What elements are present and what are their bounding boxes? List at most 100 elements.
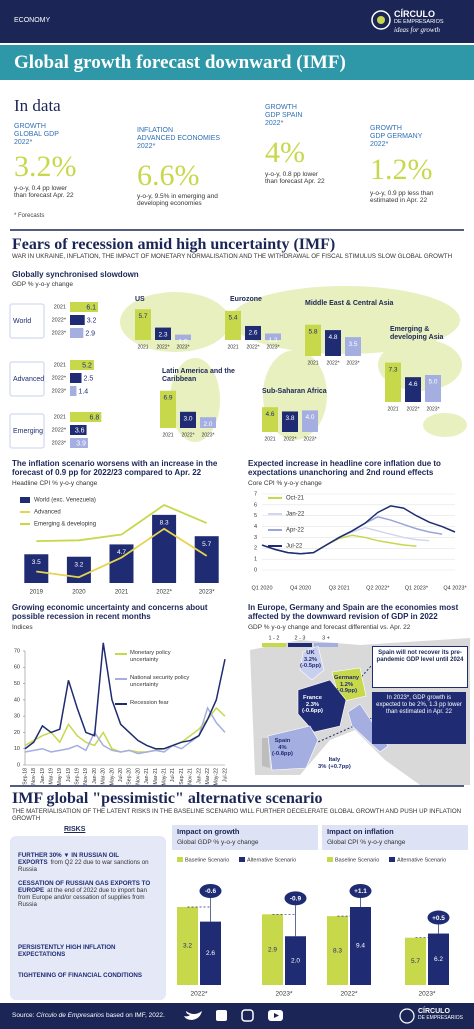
value-label: 3.2 <box>74 561 83 568</box>
risk-text: at the end of 2022 due to import ban fro… <box>18 887 147 909</box>
value-label: 6.8 <box>90 414 100 421</box>
logo-name: CÍRCULO <box>394 9 435 19</box>
legend-label: Emerging & developing <box>34 522 96 528</box>
country <box>267 725 319 771</box>
chart-title: Expected increase in headline core infla… <box>248 459 441 478</box>
legend-swatch <box>20 497 30 503</box>
region-label: Eurozone <box>230 296 262 303</box>
x-tick-label: Nov-20 <box>135 768 141 785</box>
year-label: 2022* <box>246 344 259 350</box>
bar <box>385 362 401 402</box>
risk-title: FURTHER 30% ▼ IN RUSSIAN OIL EXPORTS <box>18 852 119 867</box>
legend-swatch <box>389 857 395 862</box>
legend-swatch <box>314 643 338 647</box>
value-label: 4.7 <box>117 549 126 556</box>
year-label: 2021 <box>162 432 173 438</box>
group-label: World <box>13 318 31 325</box>
value-label: 2.5 <box>84 375 94 382</box>
bar <box>135 309 151 340</box>
y-tick-label: 0 <box>254 567 257 573</box>
x-tick-label: Jan-19 <box>40 768 46 784</box>
logo-tagline: ideas for growth <box>394 26 441 34</box>
value-label: 3.8 <box>285 415 294 422</box>
difference-badge <box>349 884 372 898</box>
year-label: 2022* <box>406 406 419 412</box>
x-tick-label: Q2 2022* <box>366 585 390 591</box>
country <box>297 679 347 733</box>
difference-badge <box>427 910 450 925</box>
year-label: 2022* <box>52 317 67 323</box>
country-diff: (-0.9pp) <box>336 688 358 695</box>
legend-label: 2 - 3 <box>294 635 305 641</box>
bar <box>265 333 281 340</box>
x-tick-label: Sep-18 <box>22 768 28 785</box>
bar <box>70 425 87 435</box>
group-box <box>9 303 45 339</box>
country-value: 2.3% <box>305 701 320 708</box>
bar <box>285 936 306 985</box>
group-label: Emerging <box>13 428 43 435</box>
year-label: 2023* <box>266 344 279 350</box>
section-heading: IMF global "pessimistic" alternative sce… <box>12 790 323 807</box>
y-tick-label: 60 <box>14 665 20 671</box>
country-value: 3% <box>318 763 327 770</box>
bar <box>282 411 298 432</box>
x-tick-label: Mar-19 <box>48 768 54 785</box>
legend-label: Monetary policy uncertainty <box>130 650 171 663</box>
bar <box>405 377 421 402</box>
x-tick-label: Jul-22 <box>222 768 228 782</box>
value-label: 1.4 <box>78 388 88 395</box>
line <box>36 527 208 579</box>
kpi-value: 3.2% <box>14 150 77 183</box>
kpi-note: y-o-y, 0.4 pp lower than forecast Apr. 2… <box>14 185 74 200</box>
value-label: 7.3 <box>388 366 397 373</box>
risk-item: FURTHER 30% ▼ IN RUSSIAN OIL EXPORTS from… <box>18 852 160 873</box>
year-label: 2021 <box>137 344 148 350</box>
country-value: 1.2% <box>339 681 354 688</box>
kpi-value: 4% <box>265 136 305 169</box>
value-label: 1.2 <box>268 337 277 344</box>
x-tick-label: Jan-22 <box>196 768 202 784</box>
logo-name: CÍRCULO <box>418 1008 450 1015</box>
bar <box>160 390 176 428</box>
country-label: Germany 1.2% (-0.9pp) <box>334 675 361 695</box>
y-tick-label: 30 <box>14 714 20 720</box>
twitter-icon <box>184 1011 202 1020</box>
bar <box>200 921 221 985</box>
callout: Spain will not recover its pre-pandemic … <box>372 646 468 688</box>
legend-label: Advanced <box>34 510 61 516</box>
group-box <box>9 413 45 449</box>
year-label: 2021 <box>54 362 66 368</box>
chart-title: Growing economic uncertainty and concern… <box>12 603 208 622</box>
legend-swatch <box>262 643 286 647</box>
kpi-note: y-o-y, 0.9 pp less than estimated in Apr… <box>370 190 434 205</box>
bar <box>345 337 361 356</box>
region-label: Sub-Saharan Africa <box>262 388 327 395</box>
value-label: 3.2 <box>87 317 97 324</box>
risk-title: TIGHTENING OF FINANCIAL CONDITIONS <box>18 972 142 979</box>
x-tick-label: Nov-18 <box>31 768 37 785</box>
year-label: 2023* <box>346 360 359 366</box>
y-tick-label: 50 <box>14 681 20 687</box>
year-label: 2022* <box>283 436 296 442</box>
region-label: Middle East & Central Asia <box>305 300 394 307</box>
bar <box>70 373 82 383</box>
year-label: 2022* <box>181 432 194 438</box>
value-label: 4.0 <box>305 414 314 421</box>
difference-label: +1.1 <box>354 888 367 895</box>
bar <box>24 554 49 583</box>
country-name: Germany <box>334 675 360 681</box>
value-label: 3.2 <box>183 943 192 950</box>
legend-swatch <box>288 643 312 647</box>
value-label: 6.2 <box>434 956 443 963</box>
y-tick-label: 1 <box>254 557 257 563</box>
footer-bar <box>0 1003 474 1029</box>
legend-label: Alternative Scenario <box>397 857 446 863</box>
legend-label: Apr-22 <box>286 528 305 534</box>
section-heading: In data <box>14 96 61 115</box>
x-tick-label: Jan-20 <box>92 768 98 784</box>
value-label: 6.1 <box>86 304 96 311</box>
year-label: 2023* <box>52 388 67 394</box>
chart-title: The inflation scenario worsens with an i… <box>12 459 218 478</box>
social-icons <box>184 1009 283 1022</box>
